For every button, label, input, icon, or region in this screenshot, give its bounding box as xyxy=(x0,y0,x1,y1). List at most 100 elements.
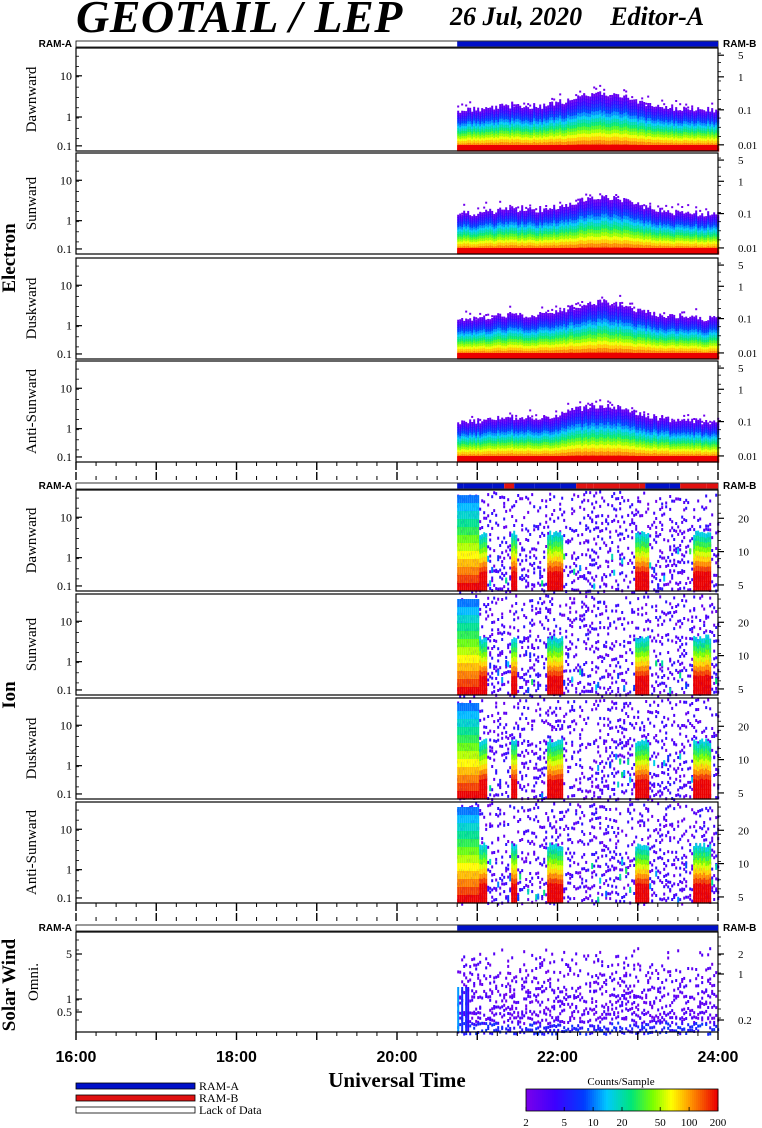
spectrogram xyxy=(457,84,720,152)
x-axis-label: Universal Time xyxy=(328,1068,465,1092)
y-tick-label-left: 10 xyxy=(60,822,72,836)
x-tick-label: 24:00 xyxy=(698,1049,739,1066)
y-tick-label-right: 10 xyxy=(738,859,750,871)
y-tick-label-right: 20 xyxy=(738,721,750,733)
y-tick-label-right: 5 xyxy=(738,788,744,800)
y-tick-label-right: 0.1 xyxy=(738,314,752,326)
panel-sunward: Sunward 10 1 0.1 5 1 0.1 0.01 xyxy=(24,152,757,256)
panel-frame xyxy=(75,489,719,592)
ram-label-b: RAM-B xyxy=(723,923,756,934)
group-label: Electron xyxy=(0,223,20,293)
ram-label-a: RAM-A xyxy=(39,481,72,492)
x-ticks xyxy=(75,903,719,921)
y-tick-label-right: 1 xyxy=(738,384,744,396)
legend-label: Lack of Data xyxy=(199,1103,262,1117)
y-tick-label-left: 10 xyxy=(60,381,72,395)
panel-dawnward: Dawnward 10 1 0.1 20 10 5 xyxy=(24,489,750,594)
spectrogram xyxy=(457,698,720,802)
ram-label-b: RAM-B xyxy=(723,481,756,492)
y-tick-label-left: 0.1 xyxy=(57,450,72,464)
group-label: Ion xyxy=(0,681,20,709)
colorbar-tick-label: 2 xyxy=(523,1117,529,1128)
colorbar-tick-label: 10 xyxy=(588,1117,600,1128)
y-tick-label-left: 10 xyxy=(60,510,72,524)
legend-label: RAM-A xyxy=(199,1079,239,1093)
spectrogram xyxy=(457,594,720,698)
plot-title: GEOTAIL / LEP xyxy=(76,0,403,42)
group-electron: RAM-A RAM-B Dawnward 10 1 0.1 5 1 0.1 0.01 Sunward… xyxy=(0,39,757,480)
y-tick-label-right: 5 xyxy=(738,580,744,592)
panel-frame xyxy=(75,801,719,904)
y-tick-label-left: 1 xyxy=(66,110,72,124)
panel-label: Anti-Sunward xyxy=(24,369,40,454)
legend-swatch xyxy=(75,1082,196,1090)
panel-anti-sunward: Anti-Sunward 10 1 0.1 20 10 5 xyxy=(24,801,750,906)
y-tick-label-left: 1 xyxy=(66,655,72,669)
y-tick-label-left: 0.1 xyxy=(57,579,72,593)
spectrogram xyxy=(457,490,720,594)
plot-subtitle: 26 Jul, 2020 Editor-A xyxy=(450,2,704,32)
y-tick-label-right: 20 xyxy=(738,617,750,629)
ram-bar-fill xyxy=(457,925,718,931)
plot-editor: Editor-A xyxy=(610,2,705,31)
spectrogram xyxy=(457,399,720,463)
y-tick-label-right: 0.01 xyxy=(738,243,757,255)
y-tick-label-left: 10 xyxy=(60,69,72,83)
panel-label: Dawnward xyxy=(24,66,40,132)
panel-label: Omni. xyxy=(26,963,42,1001)
x-ticks xyxy=(75,462,719,480)
panel-label: Anti-Sunward xyxy=(24,810,40,895)
y-tick-label-right: 2 xyxy=(738,949,744,961)
y-tick-label-right: 20 xyxy=(738,513,750,525)
y-tick-label-right: 0.1 xyxy=(738,417,752,429)
x-tick-label: 16:00 xyxy=(56,1049,97,1066)
y-tick-label-right: 0.2 xyxy=(738,1015,752,1027)
y-tick-label-right: 10 xyxy=(738,547,750,559)
y-tick-label-right: 5 xyxy=(738,684,744,696)
y-tick-label-left: 0.1 xyxy=(57,683,72,697)
y-tick-label-right: 20 xyxy=(738,825,750,837)
ram-label-a: RAM-A xyxy=(39,39,72,50)
y-tick-label-left: 10 xyxy=(60,278,72,292)
panel-label: Sunward xyxy=(24,176,40,230)
ram-label-b: RAM-B xyxy=(723,39,756,50)
colorbar: Counts/Sample 2 5 10 20 50 100 200 xyxy=(523,1076,727,1128)
y-tick-label-right: 1 xyxy=(738,176,744,188)
y-tick-label-right: 1 xyxy=(738,969,744,981)
y-tick-label-right: 5 xyxy=(738,363,744,375)
y-tick-label-left: 0.1 xyxy=(57,891,72,905)
spectrogram xyxy=(457,193,720,255)
legend-swatch xyxy=(75,1094,196,1102)
y-tick-label-right: 5 xyxy=(738,892,744,904)
y-tick-label-right: 0.01 xyxy=(738,140,757,152)
x-tick-label: 20:00 xyxy=(377,1049,418,1066)
y-tick-label-left: 1 xyxy=(66,551,72,565)
panel-label: Dawnward xyxy=(24,507,40,573)
spectrogram xyxy=(457,294,720,360)
y-tick-label-left: 1 xyxy=(66,992,72,1006)
y-tick-label-left: 0.1 xyxy=(57,139,72,153)
header: GEOTAIL / LEP 26 Jul, 2020 Editor-A xyxy=(0,0,762,42)
y-tick-label-right: 10 xyxy=(738,755,750,767)
y-tick-label-left: 10 xyxy=(60,614,72,628)
y-tick-label-left: 1 xyxy=(66,759,72,773)
y-tick-label-left: 1 xyxy=(66,422,72,436)
y-tick-label-right: 5 xyxy=(738,155,744,167)
y-tick-label-right: 1 xyxy=(738,281,744,293)
colorbar-title: Counts/Sample xyxy=(587,1076,654,1088)
ram-label-a: RAM-A xyxy=(39,923,72,934)
y-tick-label-right: 5 xyxy=(738,260,744,272)
y-tick-label-left: 10 xyxy=(60,173,72,187)
ram-bar-fill xyxy=(457,41,718,47)
panel-dawnward: Dawnward 10 1 0.1 5 1 0.1 0.01 xyxy=(24,47,757,153)
y-tick-label-right: 1 xyxy=(738,72,744,84)
y-tick-label-right: 10 xyxy=(738,651,750,663)
panel-label: Duskward xyxy=(24,717,40,779)
colorbar-tick-label: 100 xyxy=(681,1117,698,1128)
y-tick-label-left: 10 xyxy=(60,718,72,732)
x-axis: 16:00 18:00 20:00 22:00 24:00 Universal Time xyxy=(56,1049,739,1092)
panel-sunward: Sunward 10 1 0.1 20 10 5 xyxy=(24,593,750,698)
